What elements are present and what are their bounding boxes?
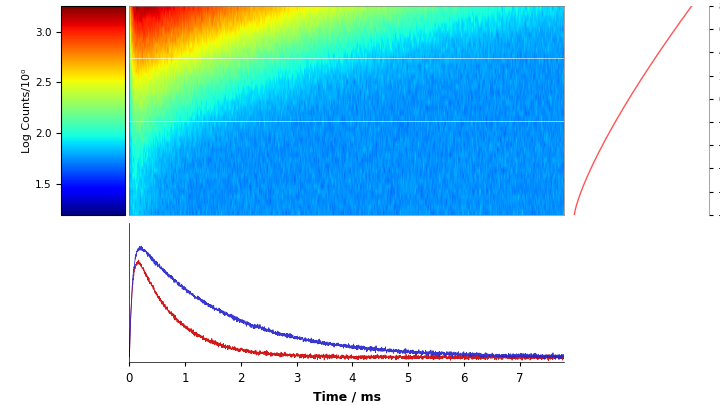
X-axis label: Time / ms: Time / ms xyxy=(312,390,381,403)
Y-axis label: Log Counts/10⁰: Log Counts/10⁰ xyxy=(22,68,32,153)
